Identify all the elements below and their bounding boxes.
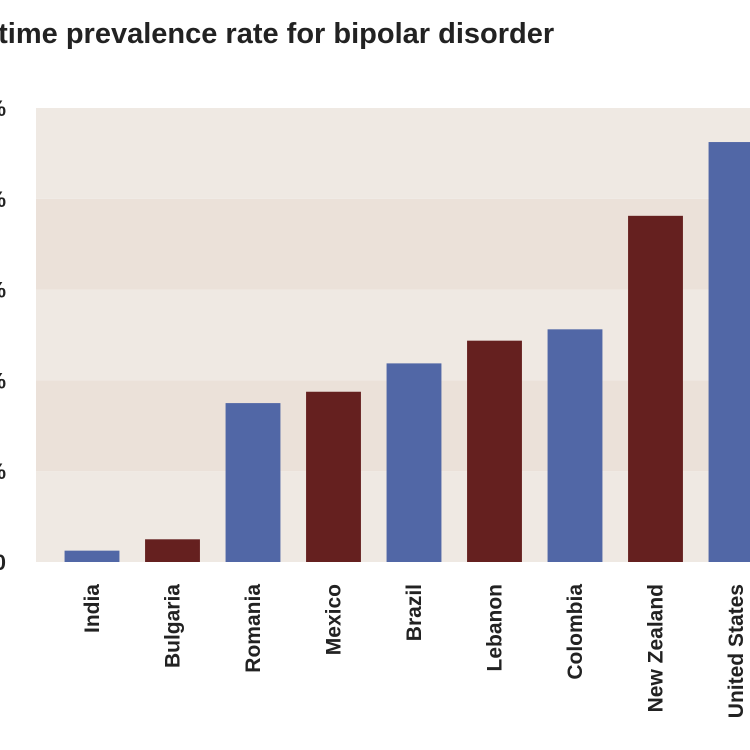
x-tick-label: Romania (242, 584, 265, 673)
bar-mexico (306, 391, 361, 562)
bar-new-zealand (628, 215, 683, 562)
x-tick-label: Brazil (403, 584, 426, 641)
x-tick-label: India (81, 584, 104, 633)
y-tick-label: % (0, 459, 6, 484)
x-tick-label: New Zealand (645, 584, 668, 712)
y-tick-label: % (0, 96, 6, 121)
bar-bulgaria (145, 539, 200, 562)
bar-lebanon (467, 340, 522, 562)
x-tick-label: United States (725, 584, 748, 718)
bar-united-states (708, 142, 750, 563)
x-tick-label: Mexico (323, 584, 346, 655)
y-tick-label: % (0, 278, 6, 303)
bar-colombia (547, 329, 603, 562)
y-tick-label: % (0, 368, 6, 393)
y-tick-label: 0 (0, 550, 6, 575)
x-tick-label: Lebanon (484, 584, 507, 672)
chart-title: etime prevalence rate for bipolar disord… (0, 18, 555, 50)
y-tick-label: % (0, 187, 6, 212)
bar-brazil (386, 363, 442, 562)
x-tick-label: Colombia (564, 584, 587, 680)
bar-romania (225, 403, 281, 562)
bar-india (64, 550, 120, 562)
x-tick-label: Bulgaria (162, 584, 185, 668)
plot-band (36, 108, 750, 199)
